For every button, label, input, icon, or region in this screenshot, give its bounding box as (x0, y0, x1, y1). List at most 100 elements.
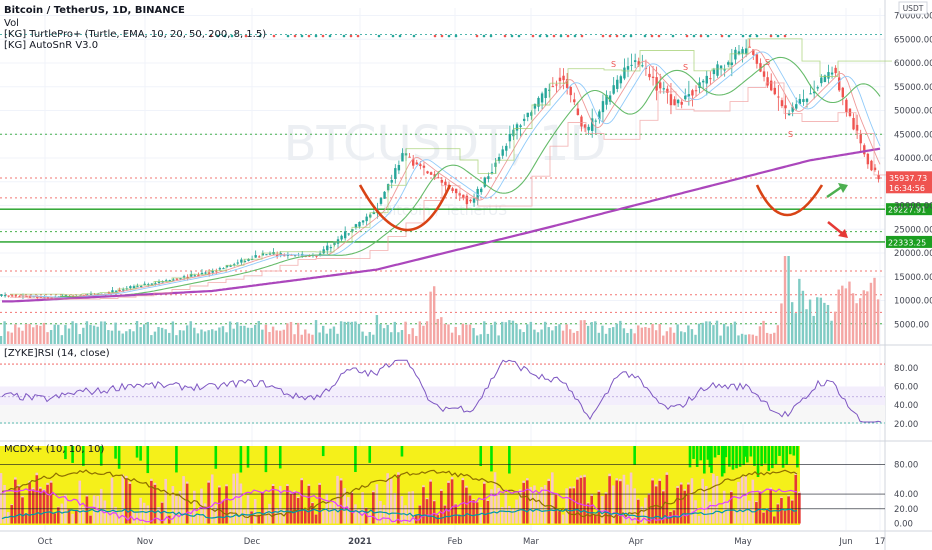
volume-bar (501, 321, 504, 344)
volume-bar (633, 333, 636, 344)
mcdx-pink-bar (565, 488, 568, 524)
mcdx-green-bar (744, 446, 747, 457)
volume-bar (0, 335, 3, 344)
mcdx-pink-bar (193, 490, 196, 524)
candle-body (576, 108, 580, 115)
mcdx-green-bar (731, 446, 735, 470)
mcdx-red-bar (42, 490, 46, 524)
candle-body (744, 48, 748, 54)
mcdx-magenta-line (1, 488, 798, 523)
volume-bar (46, 332, 49, 344)
mcdx-green-bar (64, 446, 67, 460)
signal-dot (300, 34, 304, 38)
mcdx-red-bar (89, 515, 92, 524)
mcdx-red-bar (554, 494, 558, 524)
mcdx-red-bar (150, 480, 153, 524)
volume-bar (382, 328, 386, 344)
volume-bar (135, 321, 139, 344)
volume-bar (755, 335, 758, 344)
volume-bar (604, 333, 608, 344)
candle-body (365, 216, 368, 222)
volume-bar (339, 321, 343, 344)
candle-body (691, 90, 694, 96)
candle-body (139, 286, 143, 288)
signal-dot (412, 34, 416, 38)
signal-dot (769, 34, 773, 38)
volume-bar (862, 290, 865, 344)
candle-body (730, 62, 734, 66)
candle-body (551, 86, 555, 88)
price-axis-tick: 50000.00 (894, 107, 932, 117)
volume-bar (859, 298, 862, 344)
mcdx-red-bar (572, 488, 576, 524)
mcdx-pink-bar (239, 483, 243, 524)
volume-bar (74, 323, 78, 344)
volume-bar (185, 325, 189, 344)
volume-bar (35, 325, 38, 344)
mcdx-green-bar (771, 446, 774, 469)
volume-bar (622, 328, 626, 344)
mcdx-pink-bar (253, 499, 257, 524)
signal-dot (727, 34, 731, 38)
signal-dot (552, 34, 556, 38)
volume-bar (432, 286, 436, 344)
mcdx-green-bar (706, 446, 710, 460)
volume-bar (565, 324, 568, 344)
mcdx-pink-bar (626, 484, 629, 524)
bearish-arrow-head (838, 229, 848, 238)
mcdx-pink-bar (99, 488, 103, 524)
mcdx-red-bar (558, 511, 561, 524)
mcdx-label: MCDX+ (10, 10, 10) (4, 444, 105, 455)
volume-bar (748, 334, 751, 344)
signal-dot (328, 34, 332, 38)
mcdx-green-bar (688, 446, 692, 468)
volume-bar (790, 302, 794, 344)
signal-dot (216, 34, 220, 38)
mcdx-red-bar (780, 498, 783, 524)
mcdx-red-bar (304, 510, 307, 524)
candle-body (501, 149, 504, 156)
price-axis-tick: 70000.00 (894, 12, 932, 22)
volume-bar (39, 325, 42, 344)
mcdx-red-bar (56, 507, 60, 524)
candle-body (469, 199, 472, 202)
volume-bar (168, 332, 171, 344)
volume-bar (214, 330, 217, 344)
price-axis-tick: 40000.00 (894, 154, 932, 164)
candle-body (594, 120, 597, 122)
volume-bar (239, 325, 243, 344)
volume-bar (232, 328, 235, 344)
candle-body (612, 85, 615, 94)
signal-dot (244, 34, 248, 38)
mcdx-green-bar (763, 446, 767, 464)
candle-body (172, 279, 175, 281)
candle-body (429, 172, 433, 175)
mcdx-green-bar (713, 446, 717, 458)
mcdx-green-bar (788, 446, 792, 455)
mcdx-red-bar (364, 508, 368, 524)
volume-bar (744, 334, 747, 344)
volume-bar (114, 322, 117, 344)
mcdx-axis-tick: 40.00 (894, 490, 918, 500)
candle-body (118, 289, 121, 291)
mcdx-red-bar (53, 513, 56, 524)
rsi-line (1, 359, 882, 423)
volume-bar (676, 324, 679, 344)
mcdx-pink-bar (540, 487, 543, 524)
mcdx-red-bar (651, 480, 654, 524)
candle-body (777, 96, 780, 98)
volume-bar (651, 323, 654, 344)
candle-body (701, 80, 705, 83)
mcdx-red-bar (307, 485, 311, 524)
candle-body (394, 168, 397, 179)
volume-bar (24, 323, 28, 344)
candle-body (601, 101, 605, 113)
mcdx-pink-bar (529, 486, 533, 524)
volume-bar (619, 320, 622, 344)
candle-body (490, 171, 494, 174)
candle-body (734, 49, 737, 60)
volume-bar (357, 323, 361, 344)
signal-dot (601, 34, 605, 38)
mcdx-red-bar (790, 500, 794, 524)
ema-200-line (2, 147, 881, 303)
